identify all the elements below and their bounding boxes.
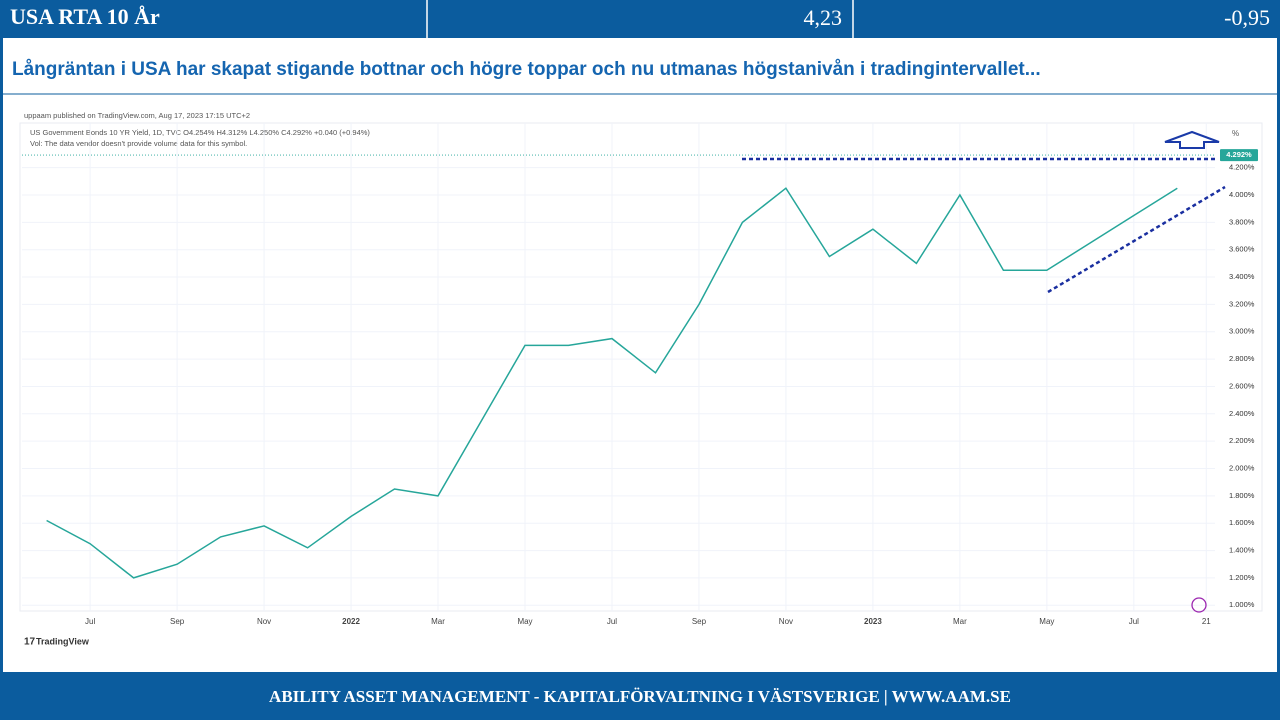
y-tick-label: 3.000%	[1229, 327, 1255, 336]
x-tick-label: 2022	[342, 617, 360, 626]
y-tick-label: 1.400%	[1229, 546, 1255, 555]
y-tick-label: 2.800%	[1229, 354, 1255, 363]
x-tick-label: Jul	[85, 617, 95, 626]
y-tick-label: 1.600%	[1229, 518, 1255, 527]
y-tick-label: 3.200%	[1229, 299, 1255, 308]
unit-label: %	[1232, 129, 1239, 138]
y-tick-label: 2.400%	[1229, 409, 1255, 418]
yield-line	[46, 187, 1178, 579]
x-tick-label: Jul	[607, 617, 617, 626]
y-tick-label: 4.000%	[1229, 190, 1255, 199]
y-tick-label: 4.200%	[1229, 163, 1255, 172]
y-tick-label: 3.400%	[1229, 272, 1255, 281]
symbol-line: US Government Bonds 10 YR Yield, 1D, TVC…	[30, 128, 370, 137]
y-tick-label: 2.000%	[1229, 463, 1255, 472]
y-tick-label: 1.200%	[1229, 573, 1255, 582]
x-tick-label: 21	[1202, 617, 1211, 626]
y-tick-label: 2.200%	[1229, 436, 1255, 445]
event-icon	[1191, 597, 1207, 613]
x-tick-label: Sep	[692, 617, 707, 626]
x-tick-label: May	[517, 617, 532, 626]
brand: TradingView	[36, 636, 90, 646]
x-tick-label: Jul	[1129, 617, 1139, 626]
source: uppaam published on TradingView.com, Aug…	[24, 111, 250, 120]
brand-logo: 17	[24, 637, 36, 648]
chart-frame	[19, 122, 1263, 612]
content	[3, 38, 1277, 672]
x-tick-label: Nov	[779, 617, 793, 626]
breakout-arrow	[1164, 130, 1220, 149]
header-title: USA RTA 10 År	[10, 4, 160, 29]
last-price-label: 4.292%	[1226, 150, 1252, 159]
trend-line	[1047, 185, 1226, 294]
x-tick-label: Sep	[170, 617, 185, 626]
plot: 1.000% 1.200% 1.400% 1.600% 1.800% 2.000% 2.20…	[22, 123, 1258, 626]
header-value: 4,23	[804, 5, 843, 30]
y-tick-label: 1.800%	[1229, 491, 1255, 500]
y-tick-label: 2.600%	[1229, 381, 1255, 390]
x-tick-label: May	[1039, 617, 1054, 626]
header-change: -0,95	[1224, 5, 1270, 30]
x-tick-label: Nov	[257, 617, 271, 626]
x-tick-label: 2023	[864, 617, 882, 626]
x-tick-label: Mar	[953, 617, 967, 626]
y-tick-label: 3.800%	[1229, 217, 1255, 226]
volume-note: Vol: The data vendor doesn't provide vol…	[30, 139, 247, 148]
x-tick-label: Mar	[431, 617, 445, 626]
y-tick-label: 3.600%	[1229, 245, 1255, 254]
last-price-tag	[1220, 149, 1258, 162]
footer: ABILITY ASSET MANAGEMENT - KAPITALFÖRVAL…	[269, 687, 1011, 706]
subtitle: Långräntan i USA har skapat stigande bot…	[12, 59, 1041, 80]
y-tick-label: 1.000%	[1229, 600, 1255, 609]
